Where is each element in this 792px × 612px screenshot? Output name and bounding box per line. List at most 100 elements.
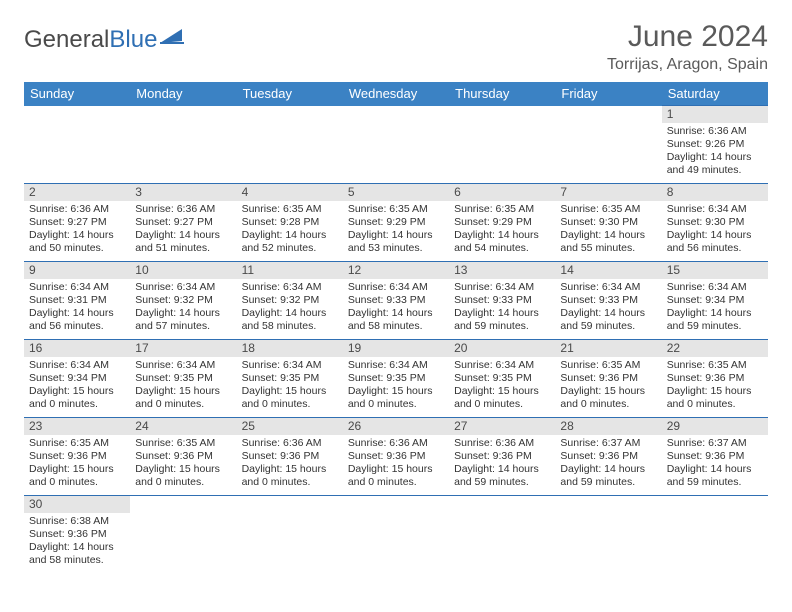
day-number xyxy=(555,496,661,513)
day-number: 4 xyxy=(237,184,343,201)
calendar-day-cell: 24Sunrise: 6:35 AMSunset: 9:36 PMDayligh… xyxy=(130,418,236,496)
day-number: 24 xyxy=(130,418,236,435)
calendar-day-cell: 20Sunrise: 6:34 AMSunset: 9:35 PMDayligh… xyxy=(449,340,555,418)
day-detail-line: Sunset: 9:36 PM xyxy=(667,372,763,385)
day-detail-line: Sunrise: 6:34 AM xyxy=(348,281,444,294)
day-detail-line: Daylight: 15 hours and 0 minutes. xyxy=(348,385,444,411)
day-details xyxy=(343,123,449,129)
day-details: Sunrise: 6:36 AMSunset: 9:36 PMDaylight:… xyxy=(237,435,343,494)
calendar-day-cell: 25Sunrise: 6:36 AMSunset: 9:36 PMDayligh… xyxy=(237,418,343,496)
day-detail-line: Daylight: 15 hours and 0 minutes. xyxy=(135,385,231,411)
day-detail-line: Sunrise: 6:37 AM xyxy=(560,437,656,450)
day-detail-line: Sunrise: 6:34 AM xyxy=(454,281,550,294)
day-detail-line: Sunset: 9:26 PM xyxy=(667,138,763,151)
day-details xyxy=(449,513,555,519)
calendar-day-cell: 19Sunrise: 6:34 AMSunset: 9:35 PMDayligh… xyxy=(343,340,449,418)
day-number xyxy=(662,496,768,513)
day-details: Sunrise: 6:37 AMSunset: 9:36 PMDaylight:… xyxy=(662,435,768,494)
day-detail-line: Sunset: 9:32 PM xyxy=(135,294,231,307)
day-detail-line: Sunrise: 6:36 AM xyxy=(667,125,763,138)
day-detail-line: Sunset: 9:35 PM xyxy=(135,372,231,385)
day-detail-line: Sunset: 9:29 PM xyxy=(454,216,550,229)
day-number xyxy=(343,106,449,123)
day-details: Sunrise: 6:34 AMSunset: 9:33 PMDaylight:… xyxy=(555,279,661,338)
day-number: 11 xyxy=(237,262,343,279)
day-number: 9 xyxy=(24,262,130,279)
day-detail-line: Sunrise: 6:36 AM xyxy=(348,437,444,450)
day-detail-line: Daylight: 15 hours and 0 minutes. xyxy=(560,385,656,411)
day-number: 1 xyxy=(662,106,768,123)
calendar-day-cell xyxy=(237,106,343,184)
day-detail-line: Daylight: 14 hours and 56 minutes. xyxy=(667,229,763,255)
day-detail-line: Daylight: 15 hours and 0 minutes. xyxy=(667,385,763,411)
day-number: 6 xyxy=(449,184,555,201)
calendar-table: Sunday Monday Tuesday Wednesday Thursday… xyxy=(24,82,768,574)
calendar-day-cell: 26Sunrise: 6:36 AMSunset: 9:36 PMDayligh… xyxy=(343,418,449,496)
day-details: Sunrise: 6:34 AMSunset: 9:35 PMDaylight:… xyxy=(237,357,343,416)
day-detail-line: Sunset: 9:33 PM xyxy=(454,294,550,307)
calendar-day-cell: 1Sunrise: 6:36 AMSunset: 9:26 PMDaylight… xyxy=(662,106,768,184)
month-title: June 2024 xyxy=(607,20,768,54)
day-details: Sunrise: 6:38 AMSunset: 9:36 PMDaylight:… xyxy=(24,513,130,572)
day-number: 5 xyxy=(343,184,449,201)
day-details: Sunrise: 6:34 AMSunset: 9:30 PMDaylight:… xyxy=(662,201,768,260)
day-detail-line: Daylight: 15 hours and 0 minutes. xyxy=(135,463,231,489)
day-detail-line: Sunset: 9:36 PM xyxy=(242,450,338,463)
day-detail-line: Sunset: 9:34 PM xyxy=(29,372,125,385)
day-number xyxy=(449,496,555,513)
weekday-header: Thursday xyxy=(449,82,555,106)
calendar-day-cell: 9Sunrise: 6:34 AMSunset: 9:31 PMDaylight… xyxy=(24,262,130,340)
day-detail-line: Sunrise: 6:34 AM xyxy=(454,359,550,372)
day-details xyxy=(237,513,343,519)
day-detail-line: Sunset: 9:36 PM xyxy=(667,450,763,463)
day-detail-line: Daylight: 14 hours and 56 minutes. xyxy=(29,307,125,333)
day-number: 23 xyxy=(24,418,130,435)
day-number xyxy=(130,106,236,123)
calendar-day-cell: 5Sunrise: 6:35 AMSunset: 9:29 PMDaylight… xyxy=(343,184,449,262)
day-number: 7 xyxy=(555,184,661,201)
day-detail-line: Sunset: 9:31 PM xyxy=(29,294,125,307)
calendar-day-cell: 30Sunrise: 6:38 AMSunset: 9:36 PMDayligh… xyxy=(24,496,130,574)
day-details xyxy=(555,123,661,129)
day-detail-line: Sunset: 9:36 PM xyxy=(135,450,231,463)
day-detail-line: Sunrise: 6:34 AM xyxy=(667,203,763,216)
day-detail-line: Daylight: 14 hours and 51 minutes. xyxy=(135,229,231,255)
day-details: Sunrise: 6:35 AMSunset: 9:36 PMDaylight:… xyxy=(555,357,661,416)
day-number: 15 xyxy=(662,262,768,279)
day-number: 26 xyxy=(343,418,449,435)
day-detail-line: Daylight: 14 hours and 50 minutes. xyxy=(29,229,125,255)
day-number xyxy=(237,496,343,513)
flag-icon xyxy=(160,26,186,54)
day-details: Sunrise: 6:35 AMSunset: 9:29 PMDaylight:… xyxy=(343,201,449,260)
calendar-day-cell: 17Sunrise: 6:34 AMSunset: 9:35 PMDayligh… xyxy=(130,340,236,418)
day-number xyxy=(130,496,236,513)
weekday-header-row: Sunday Monday Tuesday Wednesday Thursday… xyxy=(24,82,768,106)
day-detail-line: Daylight: 15 hours and 0 minutes. xyxy=(29,463,125,489)
day-detail-line: Sunrise: 6:34 AM xyxy=(348,359,444,372)
day-detail-line: Daylight: 14 hours and 58 minutes. xyxy=(29,541,125,567)
header: GeneralBlue June 2024 Torrijas, Aragon, … xyxy=(24,20,768,74)
calendar-day-cell: 13Sunrise: 6:34 AMSunset: 9:33 PMDayligh… xyxy=(449,262,555,340)
day-details xyxy=(130,513,236,519)
calendar-day-cell: 3Sunrise: 6:36 AMSunset: 9:27 PMDaylight… xyxy=(130,184,236,262)
day-number: 8 xyxy=(662,184,768,201)
day-detail-line: Sunset: 9:36 PM xyxy=(560,372,656,385)
day-detail-line: Sunrise: 6:36 AM xyxy=(29,203,125,216)
day-details xyxy=(449,123,555,129)
day-number: 17 xyxy=(130,340,236,357)
day-detail-line: Sunrise: 6:35 AM xyxy=(454,203,550,216)
title-block: June 2024 Torrijas, Aragon, Spain xyxy=(607,20,768,74)
day-detail-line: Daylight: 14 hours and 59 minutes. xyxy=(454,463,550,489)
day-number: 21 xyxy=(555,340,661,357)
day-detail-line: Daylight: 14 hours and 58 minutes. xyxy=(242,307,338,333)
day-detail-line: Sunrise: 6:34 AM xyxy=(560,281,656,294)
calendar-day-cell: 12Sunrise: 6:34 AMSunset: 9:33 PMDayligh… xyxy=(343,262,449,340)
day-detail-line: Sunset: 9:35 PM xyxy=(242,372,338,385)
day-details: Sunrise: 6:34 AMSunset: 9:35 PMDaylight:… xyxy=(130,357,236,416)
calendar-day-cell: 27Sunrise: 6:36 AMSunset: 9:36 PMDayligh… xyxy=(449,418,555,496)
day-number: 22 xyxy=(662,340,768,357)
calendar-day-cell xyxy=(237,496,343,574)
day-details: Sunrise: 6:34 AMSunset: 9:34 PMDaylight:… xyxy=(662,279,768,338)
day-number xyxy=(449,106,555,123)
day-detail-line: Sunrise: 6:34 AM xyxy=(242,359,338,372)
